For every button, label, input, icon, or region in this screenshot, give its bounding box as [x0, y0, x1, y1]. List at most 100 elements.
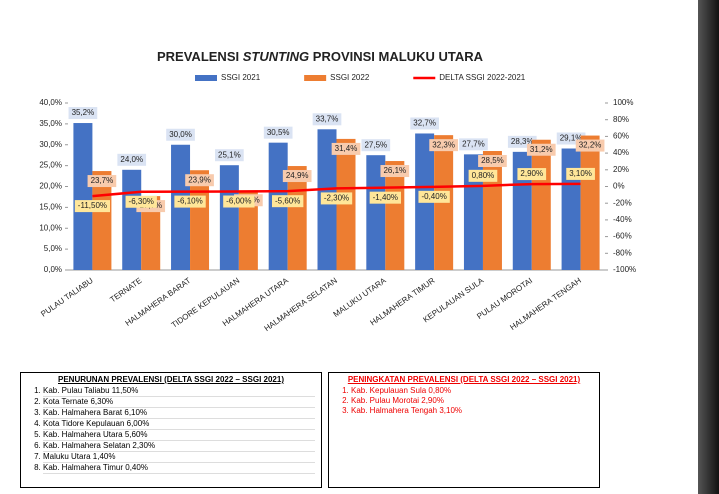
y2-tick-label: -20% [613, 198, 632, 207]
value-label: 27,5% [364, 140, 387, 149]
delta-label-bg [566, 167, 595, 180]
bar [366, 155, 386, 270]
bar [73, 123, 93, 270]
value-label: 23,7% [91, 176, 114, 185]
bar [512, 151, 532, 270]
list-item: Kab. Halmahera Tengah 3,10% [351, 406, 593, 416]
value-label-group: 31,4% [331, 142, 361, 155]
delta-label-bg [74, 200, 111, 213]
delta-label-bg [517, 168, 547, 181]
y2-tick-label: 60% [613, 132, 629, 141]
value-label-group: 24,0% [117, 153, 147, 166]
x-tick-label: TERNATE [108, 276, 143, 304]
y2-tick-label: -100% [613, 265, 636, 274]
delta-label: -1,40% [373, 193, 398, 202]
legend-label: DELTA SSGI 2022-2021 [439, 73, 526, 82]
value-label: 32,3% [432, 140, 455, 149]
decrease-box: PENURUNAN PREVALENSI (DELTA SSGI 2022 – … [20, 372, 322, 488]
value-label: 31,2% [530, 145, 553, 154]
value-label-bg [312, 113, 342, 126]
delta-label-group: -2,30% [320, 192, 353, 205]
value-label-bg [410, 117, 439, 130]
delta-label-group: -0,40% [418, 190, 450, 203]
value-label-group: 33,7% [312, 113, 342, 126]
y2-tick-label: 80% [613, 115, 629, 124]
bar [141, 196, 161, 270]
delta-label-group: 2,90% [517, 168, 547, 181]
value-label-bg [263, 126, 293, 139]
title-part: PROVINSI MALUKU UTARA [309, 49, 483, 64]
x-tick-label: PULAU TALIABU [39, 276, 95, 319]
title-part: STUNTING [243, 49, 309, 64]
delta-label: 0,80% [472, 171, 495, 180]
list-item: Kab. Halmahera Barat 6,10% [43, 408, 315, 419]
value-label: 32,7% [413, 119, 436, 128]
value-label-group: 30,0% [166, 128, 195, 141]
list-item: Kab. Halmahera Utara 5,60% [43, 430, 315, 441]
value-label-bg [166, 128, 195, 141]
value-label: 31,4% [335, 144, 358, 153]
bar [580, 135, 600, 270]
y2-tick-label: 40% [613, 148, 629, 157]
y-tick-label: 30,0% [39, 140, 62, 149]
value-label-bg [331, 142, 361, 155]
value-label-bg [185, 174, 214, 187]
delta-label-group: 0,80% [468, 169, 498, 182]
list-item: Kab. Kepulauan Sula 0,80% [351, 386, 593, 396]
bar [219, 165, 239, 270]
delta-label: -6,30% [129, 197, 154, 206]
value-label-bg [282, 170, 312, 183]
list-item: Kab. Pulau Taliabu 11,50% [43, 386, 315, 397]
decrease-list: Kab. Pulau Taliabu 11,50%Kota Ternate 6,… [27, 386, 315, 474]
value-label-group: 28,5% [478, 155, 507, 168]
value-label-group: 31,2% [526, 143, 556, 156]
delta-label: -6,00% [226, 197, 251, 206]
delta-label-group: -5,60% [272, 195, 304, 208]
y-tick-label: 40,0% [39, 98, 62, 107]
y-tick-label: 35,0% [39, 119, 62, 128]
delta-label: -5,60% [275, 196, 300, 205]
list-item: Maluku Utara 1,40% [43, 452, 315, 463]
value-label-group: 27,5% [361, 139, 391, 152]
delta-label-bg [125, 195, 157, 208]
delta-label: -2,30% [324, 194, 349, 203]
value-label-group: 23,7% [87, 175, 117, 188]
value-label-bg [459, 138, 488, 151]
delta-label-bg [320, 192, 353, 205]
bar [238, 190, 258, 270]
bar [531, 139, 551, 270]
delta-label-group: -6,10% [174, 195, 206, 208]
value-label-group: 35,2% [68, 107, 98, 120]
value-label-bg [478, 155, 507, 168]
value-label: 29,1% [560, 134, 583, 143]
y2-tick-label: -80% [613, 248, 632, 257]
delta-label-group: -1,40% [369, 191, 401, 204]
y-tick-label: 20,0% [39, 182, 62, 191]
y-tick-label: 10,0% [39, 223, 62, 232]
delta-label: 2,90% [520, 169, 543, 178]
delta-label-bg [272, 195, 304, 208]
legend-swatch [195, 75, 217, 81]
screen-edge [698, 0, 719, 494]
legend-label: SSGI 2022 [330, 73, 370, 82]
value-label-bg [361, 139, 391, 152]
value-label-group: 27,7% [459, 138, 488, 151]
list-item: Kab. Halmahera Selatan 2,30% [43, 441, 315, 452]
value-label-bg [117, 153, 147, 166]
value-label: 26,1% [383, 166, 406, 175]
value-label: 33,7% [316, 114, 339, 123]
value-label-group: 32,3% [429, 139, 458, 152]
delta-label: -6,10% [177, 197, 202, 206]
value-label-bg [215, 149, 244, 162]
value-label: 30,0% [169, 130, 192, 139]
value-label-group: 23,9% [185, 174, 214, 187]
list-item: Kota Tidore Kepulauan 6,00% [43, 419, 315, 430]
list-item: Kab. Pulau Morotai 2,90% [351, 396, 593, 406]
value-label-bg [429, 139, 458, 152]
delta-label: -0,40% [421, 192, 446, 201]
bar [190, 170, 210, 270]
delta-label-bg [418, 190, 450, 203]
box-title: PENINGKATAN PREVALENSI (DELTA SSGI 2022 … [347, 375, 581, 384]
list-item: Kab. Halmahera Timur 0,40% [43, 463, 315, 474]
delta-label-group: -11,50% [74, 200, 111, 213]
